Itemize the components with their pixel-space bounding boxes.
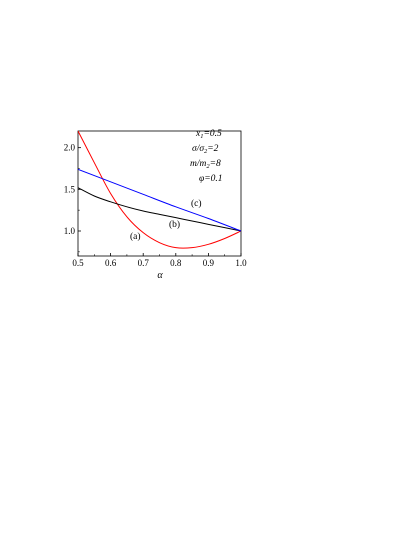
x-tick-label: 0.5 <box>72 258 84 268</box>
curve-label-a: (a) <box>130 231 141 242</box>
x-tick-label: 0.8 <box>170 258 182 268</box>
series-b-line <box>78 187 241 232</box>
annotation-sigma-ratio: σ/σ2=2 <box>192 144 219 155</box>
curve-label-b: (b) <box>169 219 180 230</box>
series-a-line <box>78 131 241 249</box>
y-tick-label: 2.0 <box>64 143 76 153</box>
curve-label-c: (c) <box>191 198 202 209</box>
x-axis-title: α <box>157 270 163 281</box>
y-tick-label: 1.0 <box>64 226 76 236</box>
annotation-mass-ratio: m/m2=8 <box>190 159 221 170</box>
x-tick-label: 1.0 <box>235 258 247 268</box>
series-c-line <box>78 168 241 232</box>
annotation-phi: φ=0.1 <box>199 174 223 184</box>
y-tick-label: 1.5 <box>64 184 76 194</box>
x-tick-label: 0.9 <box>203 258 215 268</box>
x-tick-label: 0.7 <box>138 258 150 268</box>
plot-area: 0.5 0.6 0.7 0.8 0.9 1.0 1.0 1.5 2.0 <box>64 130 247 268</box>
annotation-x1: x1=0.5 <box>195 129 222 140</box>
x-tick-label: 0.6 <box>105 258 117 268</box>
